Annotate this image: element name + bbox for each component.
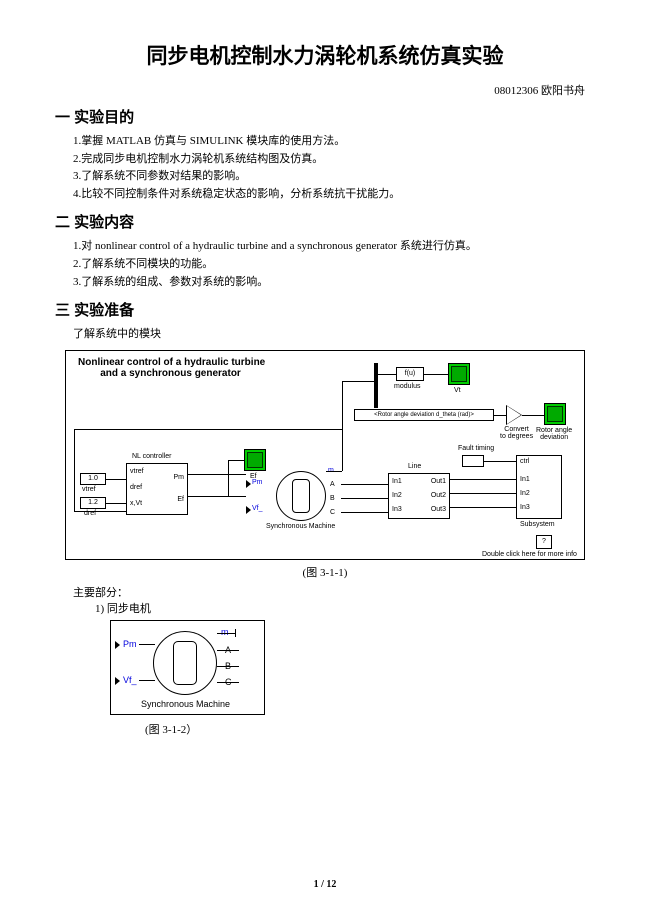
rotor-selector: <Rotor angle deviation d_theta (rad)> — [354, 409, 494, 421]
vf-port: Vf_ — [252, 505, 263, 512]
subsystem-label: Subsystem — [520, 521, 555, 528]
list-item: 4.比较不同控制条件对系统稳定状态的影响，分析系统抗干扰能力。 — [73, 186, 595, 204]
line-block: In1 In2 In3 Out1 Out2 Out3 — [388, 473, 450, 519]
convert-label: Convert to degrees — [500, 426, 533, 440]
vtref-label: vtref — [82, 486, 96, 493]
fcn-block: f(u) — [396, 367, 424, 381]
list-item: 3.了解系统的组成、参数对系统的影响。 — [73, 274, 595, 292]
vt-label: Vt — [454, 387, 461, 394]
info-block[interactable]: ? — [536, 535, 552, 549]
sub-item: 1) 同步电机 — [95, 600, 595, 616]
list-item: 3.了解系统不同参数对结果的影响。 — [73, 168, 595, 186]
sub-heading: 主要部分： — [73, 584, 595, 600]
section-3-heading: 三 实验准备 — [55, 299, 595, 320]
section-2-heading: 二 实验内容 — [55, 211, 595, 232]
section-1-list: 1.掌握 MATLAB 仿真与 SIMULINK 模块库的使用方法。 2.完成同… — [73, 133, 595, 203]
info-label: Double click here for more info — [482, 551, 577, 558]
figure-1-caption: (图 3-1-1) — [55, 564, 595, 580]
figure-2: Pm Vf_ m A B C Synchronous Machine — [110, 620, 265, 715]
rotor-scope — [544, 403, 566, 425]
nl-controller-block: vtref dref x,Vt Pm Ef — [126, 463, 188, 515]
modulus-label: modulus — [394, 383, 420, 390]
demux-top — [374, 363, 378, 408]
figure-1-container: Nonlinear control of a hydraulic turbine… — [55, 350, 595, 560]
vtref-const: 1.0 — [80, 473, 106, 485]
document-title: 同步电机控制水力涡轮机系统仿真实验 — [55, 40, 595, 70]
sync-machine-label: Synchronous Machine — [266, 523, 335, 530]
nl-controller-label: NL controller — [132, 453, 171, 460]
section-3-intro: 了解系统中的模块 — [73, 326, 595, 344]
vf-port-2: Vf_ — [123, 675, 137, 685]
sim-diagram-title: Nonlinear control of a hydraulic turbine… — [78, 357, 265, 379]
page-number: 1 / 12 — [0, 879, 650, 890]
subsystem-block: ctrl In1 In2 In3 — [516, 455, 562, 519]
rotor-dev-label: Rotor angle deviation — [536, 427, 572, 441]
list-item: 2.了解系统不同模块的功能。 — [73, 256, 595, 274]
author-line: 08012306 欧阳书舟 — [55, 82, 595, 98]
figure-2-container: Pm Vf_ m A B C Synchronous Machine — [110, 620, 595, 715]
list-item: 1.对 nonlinear control of a hydraulic tur… — [73, 238, 595, 256]
ef-scope — [244, 449, 266, 471]
section-1-heading: 一 实验目的 — [55, 106, 595, 127]
figure-2-caption: (图 3-1-2） — [145, 721, 595, 737]
pm-port: Pm — [252, 479, 263, 486]
m-port-2: m — [221, 627, 229, 637]
list-item: 2.完成同步电机控制水力涡轮机系统结构图及仿真。 — [73, 151, 595, 169]
dref-const: 1.2 — [80, 497, 106, 509]
section-2-list: 1.对 nonlinear control of a hydraulic tur… — [73, 238, 595, 291]
figure-1: Nonlinear control of a hydraulic turbine… — [65, 350, 585, 560]
fault-timing-label: Fault timing — [458, 445, 494, 452]
list-item: 1.掌握 MATLAB 仿真与 SIMULINK 模块库的使用方法。 — [73, 133, 595, 151]
convert-gain — [506, 405, 522, 425]
pm-port-2: Pm — [123, 639, 137, 649]
fault-timing-block — [462, 455, 484, 467]
line-label: Line — [408, 463, 421, 470]
sync-machine-label-2: Synchronous Machine — [141, 699, 230, 709]
vt-scope — [448, 363, 470, 385]
